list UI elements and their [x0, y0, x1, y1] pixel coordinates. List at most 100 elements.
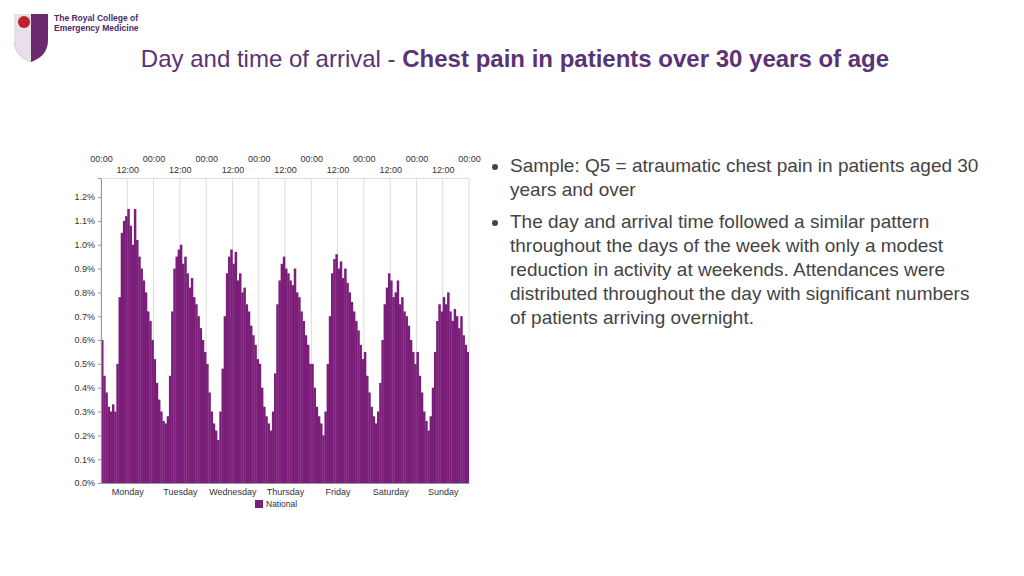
- bar: [119, 297, 121, 483]
- bar: [416, 352, 418, 483]
- tick-label: 0.3%: [74, 407, 95, 417]
- tick-label: 00:00: [353, 154, 376, 164]
- bar: [412, 352, 414, 483]
- bar: [138, 257, 140, 483]
- tick-label: 0.8%: [74, 288, 95, 298]
- bar: [414, 364, 416, 483]
- bar: [237, 280, 239, 483]
- tick-label: Friday: [326, 487, 352, 497]
- logo-text: Emergency Medicine: [54, 23, 139, 33]
- tick-label: 00:00: [301, 154, 324, 164]
- title-bold: Chest pain in patients over 30 years of …: [402, 45, 889, 72]
- bar: [246, 304, 248, 483]
- bar: [309, 364, 311, 483]
- bar: [289, 280, 291, 483]
- bar: [447, 292, 449, 483]
- tick-mark: [98, 412, 101, 413]
- grid: [101, 178, 469, 483]
- bar: [230, 249, 232, 483]
- bar: [147, 311, 149, 483]
- chart-svg: The Royal College ofEmergency Medicine 0.…: [0, 0, 1024, 576]
- bar: [156, 383, 158, 483]
- bar: [257, 359, 259, 483]
- bar: [129, 226, 131, 483]
- bar: [143, 280, 145, 483]
- tick: 12:00: [379, 165, 402, 178]
- tick-label: 0.4%: [74, 383, 95, 393]
- bar: [375, 423, 377, 483]
- x-axis-top-line: [102, 178, 470, 179]
- tick: 0.0%: [74, 478, 101, 488]
- bar: [316, 407, 318, 483]
- bar: [449, 311, 451, 483]
- bar: [259, 364, 261, 483]
- tick-label: 12:00: [117, 165, 140, 175]
- bar: [353, 311, 355, 483]
- bar: [456, 316, 458, 483]
- tick-label: 00:00: [90, 154, 113, 164]
- bar: [108, 407, 110, 483]
- tick: Sunday: [428, 483, 459, 497]
- bar: [458, 328, 460, 483]
- bar: [386, 288, 388, 483]
- bar: [103, 376, 105, 483]
- bar: [182, 264, 184, 483]
- tick-mark: [98, 388, 101, 389]
- bar: [303, 321, 305, 483]
- bar: [307, 345, 309, 483]
- bar: [252, 335, 254, 483]
- bar: [193, 297, 195, 483]
- bar: [351, 302, 353, 483]
- bar: [270, 431, 272, 483]
- bar: [110, 412, 112, 483]
- tick: 1.0%: [74, 240, 101, 250]
- tick: 12:00: [327, 165, 350, 178]
- tick: 12:00: [274, 165, 297, 178]
- tick: 0.6%: [74, 335, 101, 345]
- tick: 0.9%: [74, 264, 101, 274]
- bar: [462, 335, 464, 483]
- tick-mark: [98, 316, 101, 317]
- bar: [105, 392, 107, 483]
- bar: [165, 423, 167, 483]
- tick: 0.7%: [74, 312, 101, 322]
- tick: Friday: [326, 483, 352, 497]
- tick-mark: [98, 221, 101, 222]
- tick: Tuesday: [163, 483, 198, 497]
- legend-swatch: [255, 500, 263, 508]
- bar: [460, 316, 462, 483]
- bar: [221, 369, 223, 483]
- bar: [443, 297, 445, 483]
- bar: [370, 407, 372, 483]
- bar: [265, 416, 267, 483]
- bar: [397, 280, 399, 483]
- bar: [368, 392, 370, 483]
- tick-mark: [98, 292, 101, 293]
- bar: [338, 269, 340, 483]
- logo: The Royal College ofEmergency Medicine: [14, 13, 139, 62]
- bar: [331, 273, 333, 483]
- legend-label: National: [266, 499, 297, 509]
- logo-shield-half: [14, 14, 31, 62]
- bar: [313, 388, 315, 483]
- bar: [154, 359, 156, 483]
- tick-label: 1.2%: [74, 192, 95, 202]
- bar: [169, 376, 171, 483]
- bar: [263, 407, 265, 483]
- tick: 12:00: [222, 165, 245, 178]
- tick-mark: [98, 459, 101, 460]
- bar: [388, 273, 390, 483]
- bar: [186, 273, 188, 483]
- bar: [327, 364, 329, 483]
- tick: 1.2%: [74, 192, 101, 202]
- tick-mark: [98, 340, 101, 341]
- tick-mark: [98, 197, 101, 198]
- bar: [403, 311, 405, 483]
- bar: [149, 321, 151, 483]
- bar: [189, 288, 191, 483]
- bar: [125, 216, 127, 483]
- tick: 00:00: [458, 154, 481, 178]
- bar: [405, 316, 407, 483]
- tick: 0.1%: [74, 455, 101, 465]
- bar: [384, 304, 386, 483]
